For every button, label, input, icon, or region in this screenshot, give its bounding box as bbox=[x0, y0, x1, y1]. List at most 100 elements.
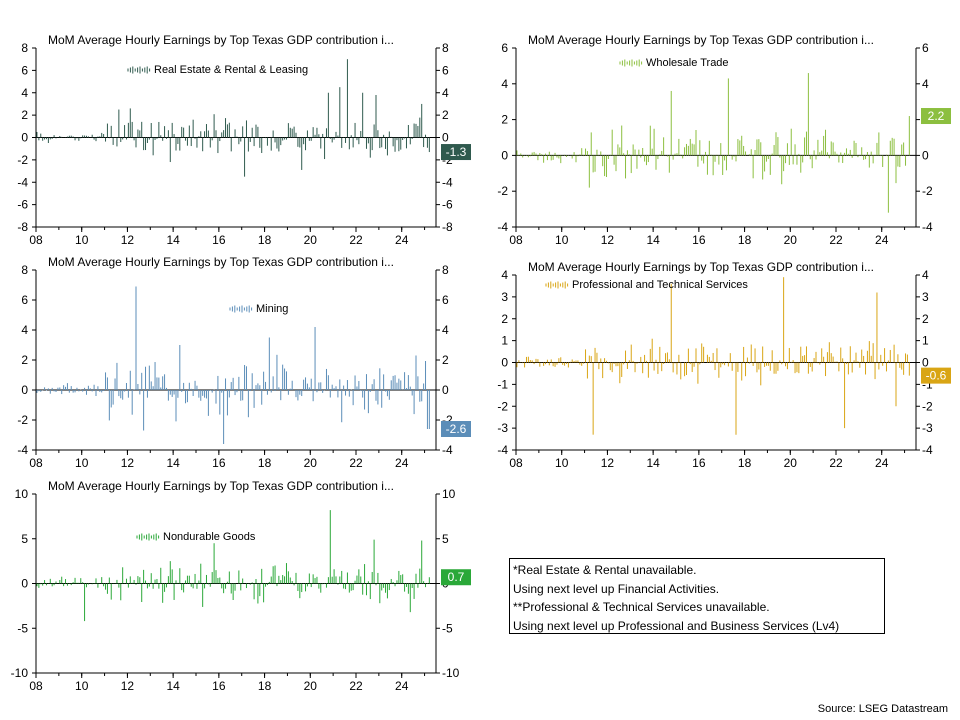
x-tick-label: 14 bbox=[166, 456, 180, 470]
x-tick-label: 16 bbox=[692, 456, 706, 470]
y-tick-label: -6 bbox=[17, 198, 28, 212]
x-tick-label: 12 bbox=[601, 456, 615, 470]
x-tick-label: 18 bbox=[258, 233, 272, 247]
y-tick-label: 0 bbox=[21, 577, 28, 591]
y-tick-label: 2 bbox=[442, 353, 449, 367]
badge-background bbox=[921, 108, 951, 125]
y-tick-label: -2 bbox=[922, 184, 933, 198]
x-tick-label: 24 bbox=[875, 233, 889, 247]
x-tick-label: 16 bbox=[212, 679, 226, 693]
x-tick-label: 24 bbox=[875, 456, 889, 470]
y-tick-label: 8 bbox=[442, 263, 449, 277]
legend: Wholesale Trade bbox=[619, 57, 729, 69]
latest-value-badge: -2.6 bbox=[441, 421, 471, 437]
badge-label: 2.2 bbox=[928, 109, 945, 123]
y-tick-label: 3 bbox=[922, 290, 929, 304]
y-tick-label: -3 bbox=[922, 421, 933, 435]
chart-panel: 8866442200-2-2-4-4-6-6-8-808101214161820… bbox=[17, 33, 471, 247]
badge-background bbox=[921, 367, 951, 384]
y-tick-label: 0 bbox=[501, 356, 508, 370]
x-tick-label: 20 bbox=[304, 456, 318, 470]
x-tick-label: 20 bbox=[304, 233, 318, 247]
y-tick-label: 1 bbox=[922, 334, 929, 348]
legend: Real Estate & Rental & Leasing bbox=[127, 64, 308, 76]
x-tick-label: 08 bbox=[29, 456, 43, 470]
latest-value-badge: 2.2 bbox=[921, 108, 951, 125]
footnote-line: *Real Estate & Rental unavailable. bbox=[513, 563, 697, 577]
y-tick-label: 4 bbox=[21, 86, 28, 100]
x-tick-label: 12 bbox=[121, 233, 135, 247]
latest-value-badge: -0.6 bbox=[921, 367, 951, 384]
badge-label: -0.6 bbox=[926, 369, 947, 383]
x-tick-label: 22 bbox=[829, 456, 843, 470]
x-tick-label: 08 bbox=[29, 679, 43, 693]
y-tick-label: 5 bbox=[442, 532, 449, 546]
x-tick-label: 18 bbox=[258, 456, 272, 470]
y-tick-label: 2 bbox=[922, 312, 929, 326]
x-tick-label: 24 bbox=[395, 679, 409, 693]
footnote-line: Using next level up Financial Activities… bbox=[513, 581, 720, 596]
y-tick-label: 0 bbox=[922, 356, 929, 370]
y-tick-label: 0 bbox=[501, 148, 508, 162]
y-tick-label: -6 bbox=[442, 198, 453, 212]
y-tick-label: 0 bbox=[442, 131, 449, 145]
y-tick-label: 0 bbox=[922, 148, 929, 162]
badge-background bbox=[441, 421, 471, 437]
x-tick-label: 12 bbox=[121, 679, 135, 693]
y-tick-label: 4 bbox=[442, 323, 449, 337]
y-tick-label: 2 bbox=[442, 108, 449, 122]
x-tick-label: 08 bbox=[509, 233, 523, 247]
y-tick-label: -1 bbox=[922, 377, 933, 391]
badge-label: 0.7 bbox=[448, 570, 465, 584]
footnote-line: **Professional & Technical Services unav… bbox=[513, 600, 770, 614]
chart-title: MoM Average Hourly Earnings by Top Texas… bbox=[528, 260, 874, 274]
legend-label: Wholesale Trade bbox=[646, 57, 729, 69]
x-tick-label: 24 bbox=[395, 233, 409, 247]
latest-value-badge: 0.7 bbox=[441, 569, 471, 586]
y-tick-label: 1 bbox=[501, 334, 508, 348]
y-tick-label: -2 bbox=[17, 413, 28, 427]
x-tick-label: 10 bbox=[75, 456, 89, 470]
y-tick-label: 0 bbox=[21, 131, 28, 145]
chart-panel: 4 43 32 21 10 0-1 -1-2 -2-3 -3-4 -408 10 12 14 16 18 20… bbox=[497, 260, 951, 470]
badge-label: -1.3 bbox=[446, 145, 467, 159]
badge-background bbox=[441, 144, 471, 161]
x-tick-label: 18 bbox=[738, 456, 752, 470]
y-tick-label: 0 bbox=[442, 383, 449, 397]
x-tick-label: 14 bbox=[646, 233, 660, 247]
x-tick-label: 22 bbox=[349, 679, 363, 693]
x-tick-label: 22 bbox=[349, 233, 363, 247]
y-tick-label: 10 bbox=[15, 487, 29, 501]
footnote-line: Using next level up Professional and Bus… bbox=[513, 618, 840, 633]
legend: Mining bbox=[229, 303, 288, 315]
y-tick-label: -3 bbox=[497, 421, 508, 435]
y-tick-label: -4 bbox=[497, 220, 508, 234]
x-tick-label: 10 bbox=[555, 233, 569, 247]
y-tick-label: 6 bbox=[21, 63, 28, 77]
chart-title: MoM Average Hourly Earnings by Top Texas… bbox=[48, 33, 394, 47]
x-tick-label: 10 bbox=[555, 456, 569, 470]
y-tick-label: -10 bbox=[442, 666, 460, 680]
x-tick-label: 20 bbox=[784, 233, 798, 247]
y-tick-label: 8 bbox=[21, 263, 28, 277]
x-tick-label: 18 bbox=[258, 679, 272, 693]
y-tick-label: 6 bbox=[442, 293, 449, 307]
x-tick-label: 14 bbox=[646, 456, 660, 470]
y-tick-label: 10 bbox=[442, 487, 456, 501]
y-tick-label: -2 bbox=[922, 399, 933, 413]
y-tick-label: 2 bbox=[501, 113, 508, 127]
x-tick-label: 14 bbox=[166, 679, 180, 693]
legend-label: Professional and Technical Services bbox=[572, 279, 748, 291]
x-tick-label: 22 bbox=[349, 456, 363, 470]
x-tick-label: 16 bbox=[692, 233, 706, 247]
x-tick-label: 08 bbox=[509, 456, 523, 470]
y-tick-label: 2 bbox=[501, 312, 508, 326]
y-tick-label: 0 bbox=[21, 383, 28, 397]
y-tick-label: -4 bbox=[922, 443, 933, 457]
badge-label: -2.6 bbox=[446, 422, 467, 436]
x-tick-label: 16 bbox=[212, 456, 226, 470]
y-tick-label: -10 bbox=[11, 666, 29, 680]
legend: Professional and Technical Services bbox=[545, 279, 748, 291]
